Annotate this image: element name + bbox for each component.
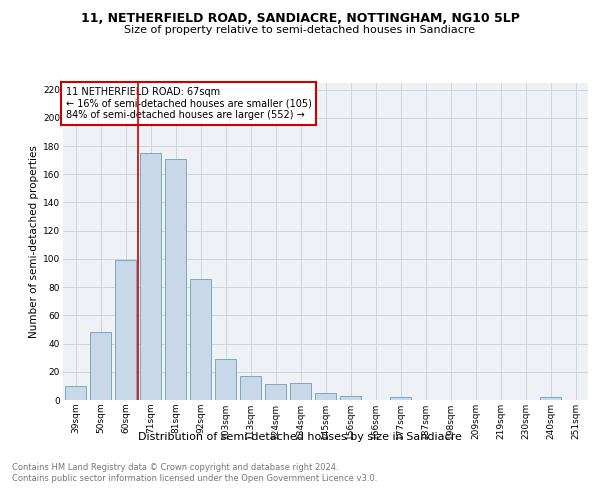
Bar (540, 397, 561, 400)
Bar (215, 359, 236, 400)
Text: 11, NETHERFIELD ROAD, SANDIACRE, NOTTINGHAM, NG10 5LP: 11, NETHERFIELD ROAD, SANDIACRE, NOTTING… (80, 12, 520, 26)
Bar (240, 376, 261, 400)
Text: 11 NETHERFIELD ROAD: 67sqm
← 16% of semi-detached houses are smaller (105)
84% o: 11 NETHERFIELD ROAD: 67sqm ← 16% of semi… (65, 88, 311, 120)
Bar (315, 393, 336, 400)
Bar (190, 278, 211, 400)
Bar (90, 332, 111, 400)
Text: Size of property relative to semi-detached houses in Sandiacre: Size of property relative to semi-detach… (124, 25, 476, 35)
Bar (265, 384, 286, 400)
Y-axis label: Number of semi-detached properties: Number of semi-detached properties (29, 145, 39, 338)
Text: Contains HM Land Registry data © Crown copyright and database right 2024.
Contai: Contains HM Land Registry data © Crown c… (12, 462, 377, 483)
Bar (290, 383, 311, 400)
Bar (390, 397, 411, 400)
Bar (165, 158, 186, 400)
Bar (340, 396, 361, 400)
Text: Distribution of semi-detached houses by size in Sandiacre: Distribution of semi-detached houses by … (138, 432, 462, 442)
Bar (115, 260, 136, 400)
Bar (140, 153, 161, 400)
Bar (65, 386, 86, 400)
